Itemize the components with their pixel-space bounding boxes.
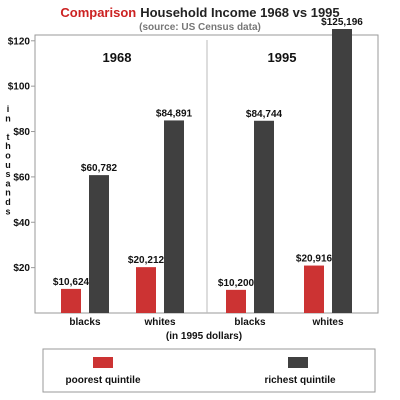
chart-title: Comparison Household Income 1968 vs 1995	[60, 5, 339, 20]
legend-label: richest quintile	[264, 375, 336, 386]
bar-value-label: $10,200	[218, 278, 255, 289]
bar-value-label: $10,624	[53, 277, 90, 288]
bar-richest	[254, 120, 274, 313]
bar-richest	[332, 29, 352, 313]
plot-frame	[34, 34, 379, 314]
y-tick-label: $20	[13, 263, 30, 274]
bar-poorest	[226, 289, 246, 313]
legend-box	[42, 348, 376, 393]
bar-poorest	[304, 265, 324, 313]
legend: poorest quintile richest quintile	[42, 348, 376, 393]
panel-1968: 1968 $10,624 $60,782 blacks $20,212 $84,891 wh…	[53, 50, 193, 328]
bar-value-label: $60,782	[81, 163, 118, 174]
y-axis-label-char: n	[5, 188, 11, 198]
bar-value-label: $20,916	[296, 254, 333, 265]
bar-value-label: $84,744	[246, 109, 283, 120]
y-tick-label: $100	[8, 82, 31, 93]
y-axis-label-char: u	[5, 160, 11, 170]
y-axis-label-char: n	[5, 113, 11, 123]
chart-subtitle: (source: US Census data)	[139, 22, 261, 33]
category-label: whites	[143, 317, 176, 328]
bar-richest	[164, 120, 184, 313]
bar-poorest	[136, 267, 156, 313]
legend-swatch	[93, 357, 113, 368]
y-axis-label-char: i	[7, 104, 10, 114]
panel-year-label: 1995	[268, 50, 297, 65]
category-label: blacks	[234, 317, 266, 328]
y-axis-label-char: o	[5, 151, 11, 161]
bar-value-label: $20,212	[128, 255, 165, 266]
y-tick-label: $120	[8, 36, 31, 47]
y-tick-label: $40	[13, 218, 30, 229]
y-axis-label-char: a	[5, 178, 11, 188]
y-axis: $20 $40 $60 $80 $100 $120	[8, 36, 35, 274]
y-axis-label-char: s	[5, 206, 10, 216]
bar-value-label: $84,891	[156, 108, 193, 119]
category-label: whites	[311, 317, 344, 328]
chart-title-highlight: Comparison	[60, 5, 136, 20]
category-label: blacks	[69, 317, 101, 328]
y-tick-label: $60	[13, 172, 30, 183]
legend-label: poorest quintile	[66, 375, 141, 386]
y-axis-label-char: h	[5, 141, 11, 151]
chart-panels: 1968 $10,624 $60,782 blacks $20,212 $84,891 wh…	[53, 17, 363, 328]
y-axis-label-char: d	[5, 197, 11, 207]
panel-1995: 1995 $10,200 $84,744 blacks $20,916 $125,196 w…	[218, 17, 363, 328]
y-axis-label-char: t	[7, 132, 10, 142]
panel-year-label: 1968	[103, 50, 132, 65]
chart-title-rest: Household Income 1968 vs 1995	[140, 5, 339, 20]
bar-richest	[89, 175, 109, 313]
y-tick-label: $80	[13, 127, 30, 138]
bar-poorest	[61, 288, 81, 313]
y-axis-label-char: s	[5, 169, 10, 179]
currency-note: (in 1995 dollars)	[166, 331, 242, 342]
legend-swatch	[288, 357, 308, 368]
bar-value-label: $125,196	[321, 17, 363, 28]
